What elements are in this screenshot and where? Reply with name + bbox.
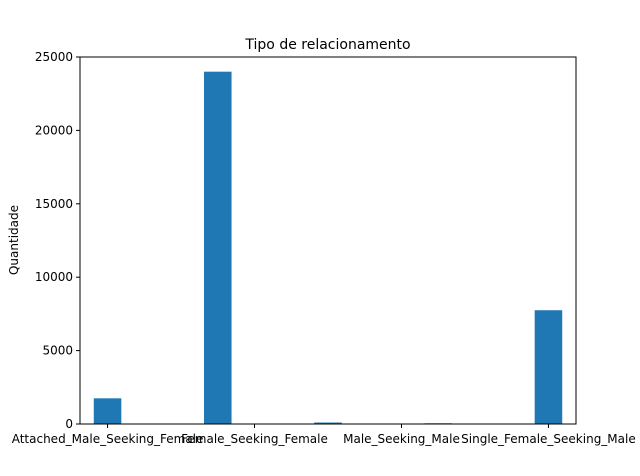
bar-1	[204, 71, 232, 425]
bar-0	[93, 398, 122, 424]
y-tick-label: 20000	[35, 123, 73, 137]
y-tick-label: 25000	[35, 50, 73, 64]
x-tick-label: Female_Seeking_Female	[181, 432, 328, 446]
y-tick-label: 0	[65, 417, 73, 431]
x-tick-label: Male_Seeking_Male	[343, 432, 460, 446]
plot-frame	[79, 56, 577, 425]
bars-group	[93, 71, 563, 425]
y-tick-label: 15000	[35, 197, 73, 211]
y-axis-ticks: 0 5000 10000 15000 20000 25000	[35, 50, 80, 431]
y-tick-label: 10000	[35, 270, 73, 284]
bar-4	[534, 310, 563, 424]
chart-title: Tipo de relacionamento	[244, 37, 410, 53]
x-axis-ticks: Attached_Male_Seeking_FemaleFemale_Seeki…	[12, 424, 636, 446]
x-tick-label: Single_Female_Seeking_Male	[461, 432, 636, 446]
bar-2	[314, 422, 342, 424]
y-axis-label: Quantidade	[7, 205, 21, 275]
y-tick-label: 5000	[42, 344, 73, 358]
x-tick-label: Attached_Male_Seeking_Female	[12, 432, 204, 446]
